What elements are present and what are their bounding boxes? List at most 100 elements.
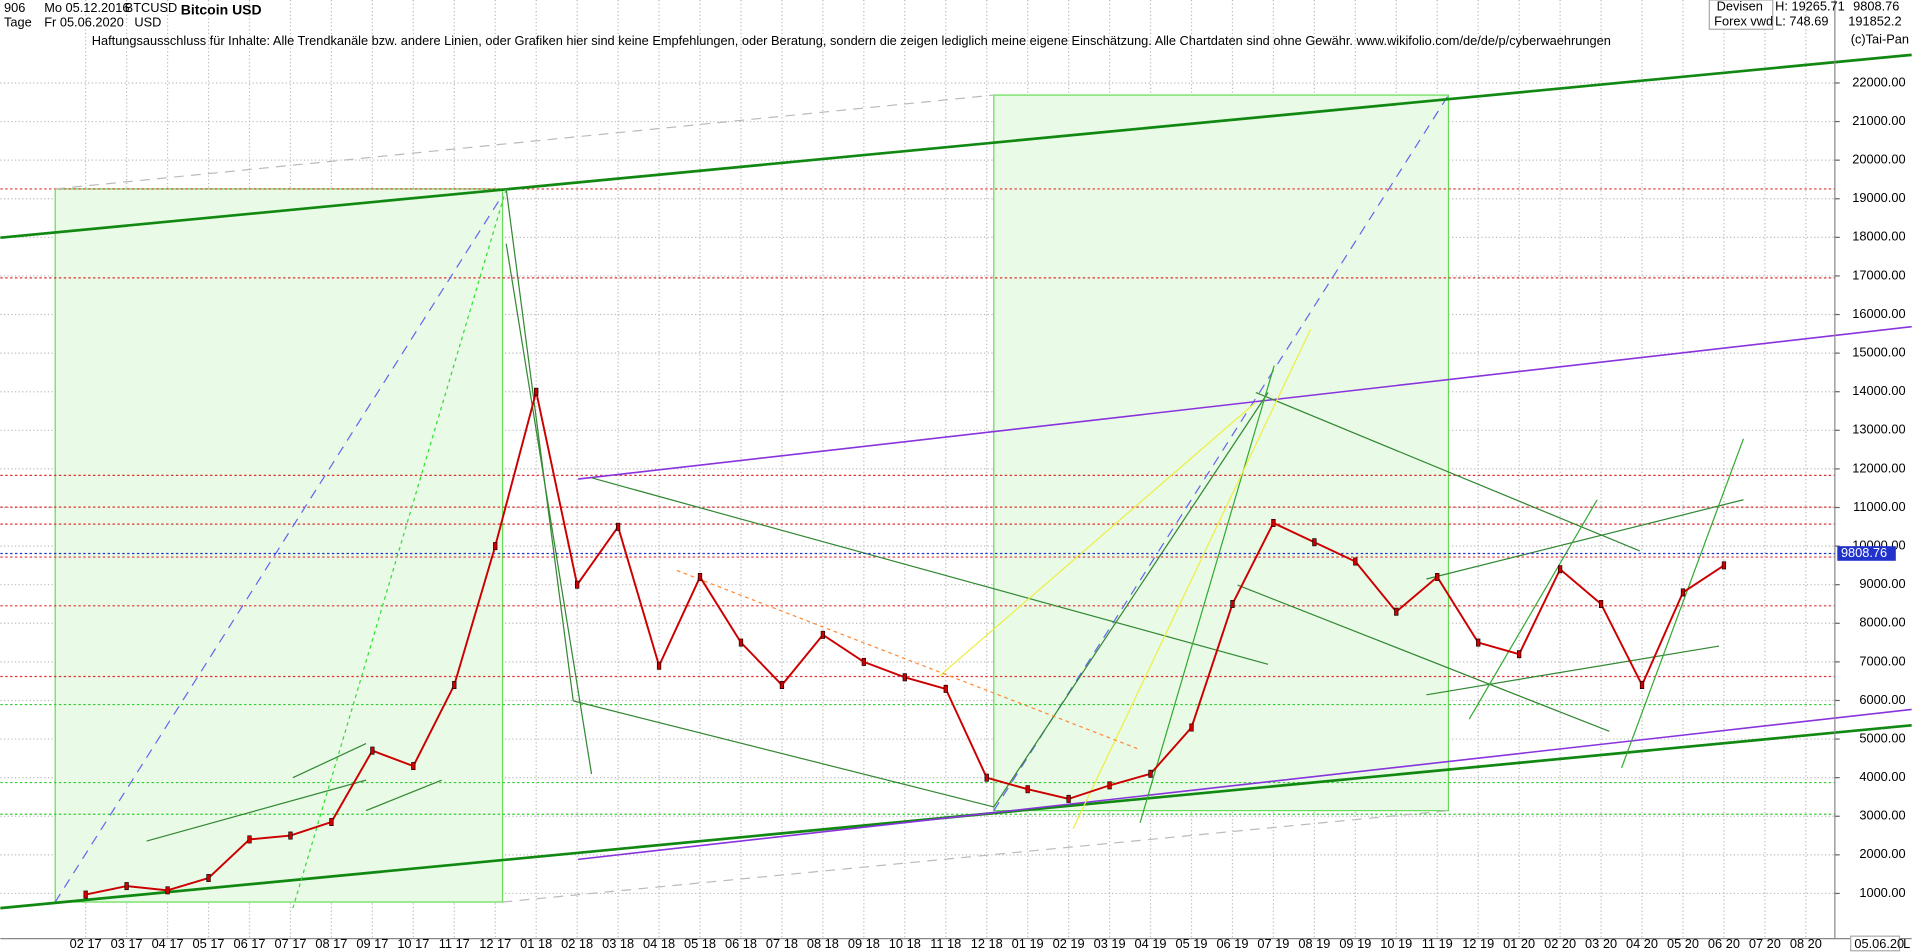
low: L: 748.69 — [1775, 13, 1828, 28]
trendline — [1255, 391, 1641, 552]
price-candle — [452, 681, 457, 689]
price-candle — [1353, 557, 1358, 566]
end-date: Fr 05.06.2020 — [44, 15, 124, 30]
x-tick-label: 05 19 — [1176, 936, 1208, 951]
x-tick-label: 11 17 — [439, 936, 470, 951]
market: Devisen — [1717, 0, 1763, 14]
x-tick-label: 08 19 — [1298, 936, 1330, 951]
price-candle — [902, 673, 907, 682]
price-candle — [1680, 588, 1686, 597]
x-tick-label: 10 19 — [1380, 936, 1412, 951]
high: H: 19265.71 — [1775, 0, 1845, 14]
x-tick-label: 06 19 — [1216, 936, 1248, 951]
trendline — [292, 188, 507, 909]
x-tick-label: 12 18 — [971, 936, 1003, 951]
x-tick-label: 07 17 — [274, 936, 306, 951]
price-candle — [165, 886, 170, 895]
y-tick-label: 16000.00 — [1852, 306, 1905, 321]
trendline — [591, 477, 1269, 665]
price-candle — [1476, 638, 1481, 647]
y-tick-label: 21000.00 — [1852, 113, 1905, 128]
y-tick-label: 18000.00 — [1852, 229, 1905, 244]
price-candle — [1557, 565, 1563, 574]
y-tick-label: 8000.00 — [1859, 615, 1905, 630]
start-date: Mo 05.12.2016 — [44, 0, 129, 15]
trendline — [573, 700, 994, 808]
y-tick-label: 17000.00 — [1852, 267, 1905, 282]
x-tick-label: 09 19 — [1339, 936, 1371, 951]
trendline — [1426, 645, 1720, 696]
trendline — [578, 708, 1912, 861]
currency: USD — [134, 15, 161, 30]
x-tick-label: 03 19 — [1094, 936, 1126, 951]
price-candle — [1517, 650, 1522, 659]
y-tick-label: 19000.00 — [1852, 190, 1905, 205]
y-tick-label: 1000.00 — [1859, 885, 1905, 900]
y-tick-label: 12000.00 — [1852, 460, 1905, 475]
copyright: (c)Tai-Pan — [1851, 32, 1909, 47]
x-tick-label: 03 17 — [111, 936, 143, 951]
x-tick-label: 02 19 — [1053, 936, 1085, 951]
disclaimer: Haftungsausschluss für Inhalte: Alle Tre… — [92, 33, 1611, 48]
date-box — [1850, 935, 1901, 952]
price-candle — [656, 661, 662, 670]
last-value-label: 9808.76 — [1841, 545, 1887, 560]
x-tick-label: 05 18 — [684, 936, 716, 951]
price-candle — [1148, 769, 1153, 778]
trendline — [365, 779, 442, 812]
x-tick-label: 06 18 — [725, 936, 757, 951]
x-tick-label: 12 17 — [479, 936, 511, 951]
price-candle — [943, 684, 948, 693]
last-value-box — [1837, 546, 1896, 561]
y-tick-label: 11000.00 — [1853, 499, 1905, 514]
price-candle — [1107, 781, 1112, 790]
price-candle — [1639, 681, 1645, 689]
y-tick-label: 2000.00 — [1859, 846, 1905, 861]
x-tick-label: 01 19 — [1012, 936, 1044, 951]
price-candle — [124, 882, 129, 891]
y-tick-label: 4000.00 — [1859, 769, 1905, 784]
x-tick-label: 04 20 — [1626, 936, 1658, 951]
y-tick-label: 20000.00 — [1852, 152, 1905, 167]
scale-mode: L — [1903, 936, 1910, 951]
x-tick-label: 10 17 — [397, 936, 429, 951]
chart-title: Bitcoin USD — [181, 2, 262, 18]
x-tick-label: 09 17 — [356, 936, 388, 951]
price-candle — [534, 387, 539, 396]
price-candle — [1025, 785, 1030, 794]
x-tick-label: 07 19 — [1257, 936, 1289, 951]
trendline — [505, 243, 593, 775]
y-tick-label: 5000.00 — [1859, 730, 1905, 745]
trendline — [1468, 499, 1598, 720]
x-tick-label: 02 20 — [1544, 936, 1576, 951]
price-candle — [1066, 794, 1071, 803]
period: Tage — [4, 15, 32, 30]
x-tick-label: 11 18 — [930, 936, 961, 951]
x-tick-label: 10 18 — [889, 936, 921, 951]
last-price: 9808.76 — [1853, 0, 1899, 14]
x-tick-label: 01 18 — [520, 936, 552, 951]
price-candle — [861, 657, 866, 666]
y-tick-label: 22000.00 — [1852, 74, 1905, 89]
x-tick-label: 07 18 — [766, 936, 798, 951]
x-tick-label: 05 20 — [1667, 936, 1699, 951]
trendline — [54, 194, 504, 903]
x-tick-label: 11 19 — [1422, 936, 1453, 951]
source: Forex vwd — [1714, 13, 1773, 28]
price-candle — [329, 818, 334, 827]
x-tick-label: 06 17 — [234, 936, 266, 951]
x-tick-label: 05 17 — [193, 936, 225, 951]
trendline — [0, 53, 1912, 240]
price-candle — [738, 638, 744, 647]
price-candle — [493, 542, 498, 551]
trendline — [1426, 499, 1744, 580]
y-tick-label: 3000.00 — [1859, 808, 1905, 823]
price-candle — [697, 573, 703, 581]
price-candle — [1598, 600, 1604, 608]
y-tick-label: 13000.00 — [1852, 422, 1905, 437]
trendline — [292, 743, 367, 779]
price-candle — [1271, 518, 1276, 527]
